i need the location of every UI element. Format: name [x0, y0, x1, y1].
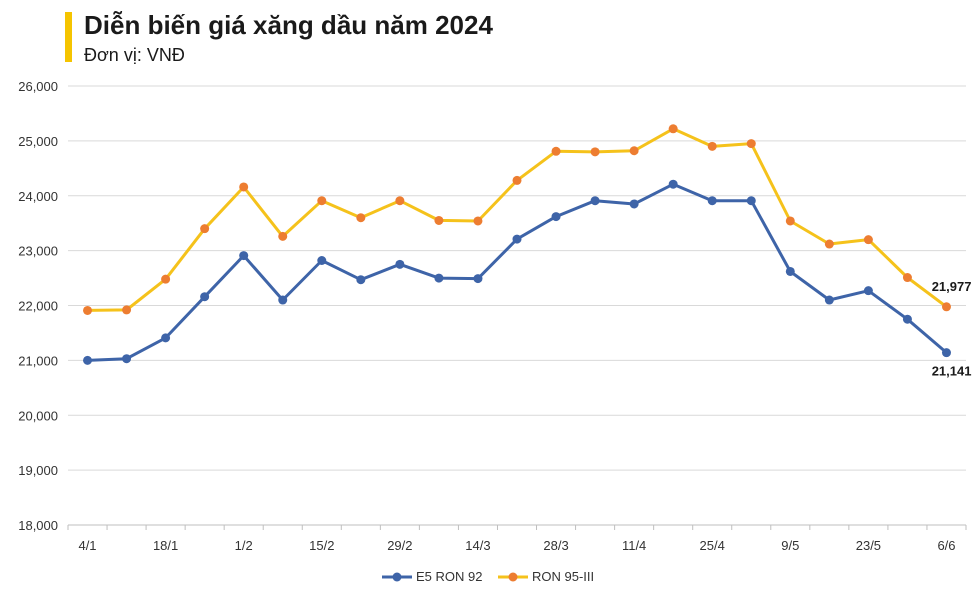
- series-e5-ron92-line: [86, 182, 948, 362]
- x-tick-label: 11/4: [622, 538, 646, 553]
- series-ron95-iii-point: [512, 175, 522, 185]
- series-e5-ron92-point: [473, 274, 483, 284]
- x-tick-label: 4/1: [78, 538, 96, 553]
- data-label-e5-ron92: 21,141: [932, 364, 972, 379]
- series-ron95-iii-point: [395, 196, 405, 206]
- legend-e5-ron92-swatch-marker: [392, 572, 402, 582]
- series-ron95-iii-point: [629, 146, 639, 156]
- x-tick-label: 28/3: [543, 538, 568, 553]
- series-ron95-iii-point: [551, 146, 561, 156]
- series-e5-ron92-point: [200, 292, 210, 302]
- series-ron95-iii-point: [200, 224, 210, 234]
- series-e5-ron92-point: [83, 355, 93, 365]
- series-e5-ron92-point: [707, 196, 717, 206]
- x-tick-label: 29/2: [387, 538, 412, 553]
- series-ron95-iii-point: [941, 302, 951, 312]
- x-tick-label: 6/6: [937, 538, 955, 553]
- title-accent-bar: [65, 12, 72, 62]
- series-ron95-iii-point: [122, 305, 132, 315]
- series-ron95-iii-point: [707, 141, 717, 151]
- series-e5-ron92-point: [668, 179, 678, 189]
- x-tick-label: 23/5: [856, 538, 881, 553]
- series-ron95-iii-point: [746, 139, 756, 149]
- series-e5-ron92-point: [317, 256, 327, 266]
- x-tick-label: 25/4: [700, 538, 725, 553]
- legend-e5-ron92-label: E5 RON 92: [416, 569, 482, 584]
- x-tick-label: 18/1: [153, 538, 178, 553]
- y-tick-label: 19,000: [18, 463, 58, 478]
- series-e5-ron92-point: [824, 295, 834, 305]
- series-ron95-iii-point: [902, 273, 912, 283]
- legend-ron95-iii-label: RON 95-III: [532, 569, 594, 584]
- series-e5-ron92-point: [551, 212, 561, 222]
- series-ron95-iii-point: [278, 231, 288, 241]
- series-ron95-iii-point: [434, 215, 444, 225]
- y-tick-label: 23,000: [18, 244, 58, 259]
- series-ron95-iii-point: [824, 239, 834, 249]
- series-e5-ron92-point: [746, 196, 756, 206]
- chart-subtitle: Đơn vị: VNĐ: [84, 45, 185, 65]
- series-ron95-iii-point: [473, 216, 483, 226]
- series-e5-ron92-point: [239, 251, 249, 261]
- y-tick-label: 24,000: [18, 189, 58, 204]
- series-ron95-iii-point: [590, 147, 600, 157]
- data-label-ron95-iii: 21,977: [932, 279, 972, 294]
- y-tick-label: 22,000: [18, 299, 58, 314]
- series-e5-ron92-point: [161, 333, 171, 343]
- chart-title: Diễn biến giá xăng dầu năm 2024: [84, 10, 493, 40]
- x-tick-label: 9/5: [781, 538, 799, 553]
- series-ron95-iii-point: [668, 124, 678, 134]
- series-ron95-iii-point: [83, 305, 93, 315]
- y-tick-label: 26,000: [18, 79, 58, 94]
- series-ron95-iii-point: [863, 235, 873, 245]
- series-e5-ron92-point: [863, 286, 873, 296]
- legend-ron95-iii-swatch-marker: [508, 572, 518, 582]
- series-ron95-iii-point: [356, 213, 366, 223]
- y-tick-label: 20,000: [18, 408, 58, 423]
- series-e5-ron92-point: [629, 199, 639, 209]
- series-e5-ron92-point: [356, 275, 366, 285]
- x-tick-label: 14/3: [465, 538, 490, 553]
- series-e5-ron92-point: [512, 234, 522, 244]
- series-e5-ron92-point: [278, 295, 288, 305]
- series-ron95-iii-point: [161, 274, 171, 284]
- y-tick-label: 21,000: [18, 353, 58, 368]
- series-ron95-iii-point: [785, 216, 795, 226]
- series-e5-ron92-point: [941, 348, 951, 358]
- x-tick-label: 1/2: [235, 538, 253, 553]
- x-tick-label: 15/2: [309, 538, 334, 553]
- y-tick-label: 18,000: [18, 518, 58, 533]
- series-ron95-iii-point: [239, 182, 249, 192]
- series-e5-ron92-point: [122, 354, 132, 364]
- series-e5-ron92-point: [785, 266, 795, 276]
- series-ron95-iii-point: [317, 196, 327, 206]
- series-e5-ron92-point: [902, 314, 912, 324]
- series-e5-ron92-point: [590, 196, 600, 206]
- y-tick-label: 25,000: [18, 134, 58, 149]
- series-e5-ron92-point: [434, 273, 444, 283]
- series-e5-ron92-point: [395, 259, 405, 269]
